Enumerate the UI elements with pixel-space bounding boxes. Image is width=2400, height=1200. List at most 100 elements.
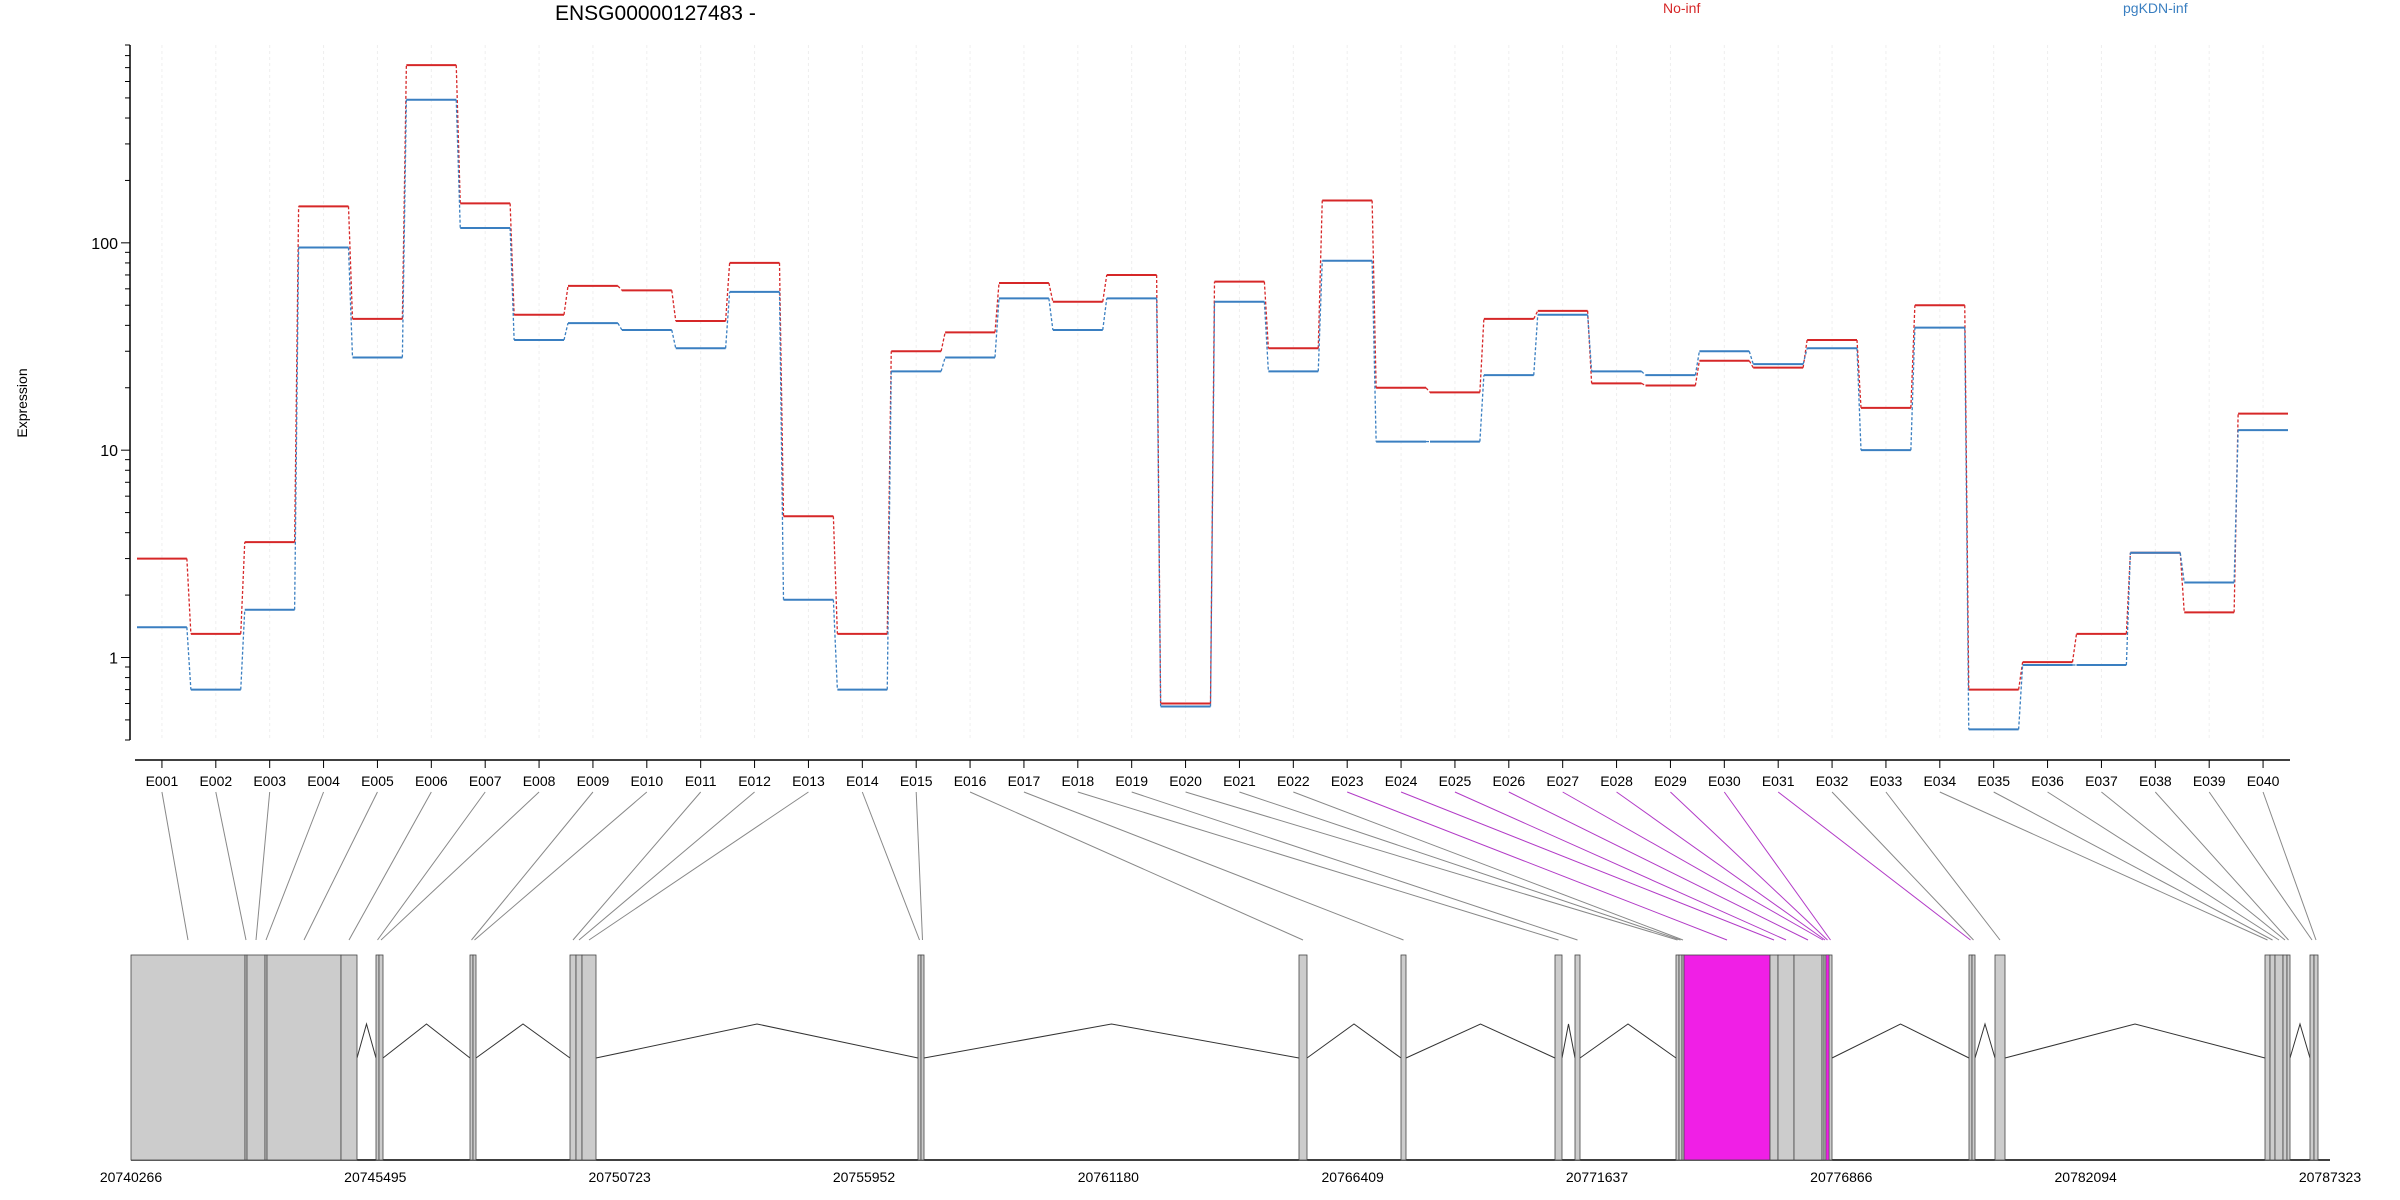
exon-e019 [1574, 954, 1581, 1161]
connector-e010 [474, 791, 648, 941]
series-connector [2071, 633, 2078, 663]
connector-e022 [1293, 791, 1684, 941]
series-connector [347, 206, 354, 319]
series-connector [940, 357, 946, 372]
gene-axis-label: 20750723 [589, 1169, 652, 1185]
series-connector [240, 609, 246, 690]
exon-e016 [1298, 954, 1308, 1161]
connector-e036 [2047, 791, 2280, 941]
connector-e004 [265, 791, 325, 941]
series-connector [1371, 200, 1377, 388]
x-tick-label: E001 [146, 773, 179, 789]
series-connector [240, 542, 246, 634]
series-connector [1263, 301, 1270, 372]
x-tick-label: E040 [2247, 773, 2280, 789]
connector-e030 [1723, 791, 1831, 941]
series-connector [1533, 310, 1539, 320]
connector-e024 [1400, 791, 1775, 941]
series-connector [455, 65, 461, 204]
connector-e037 [2101, 791, 2286, 941]
exon-e039 [2309, 954, 2315, 1161]
exon-e007 [375, 954, 380, 1161]
intron [595, 1023, 919, 1059]
connector-e023 [1347, 791, 1728, 941]
x-tick-label: E025 [1439, 773, 1472, 789]
exon-e034 [2264, 954, 2271, 1161]
exon-e003 [246, 954, 266, 1161]
x-tick-label: E029 [1654, 773, 1687, 789]
series-connector [1425, 387, 1431, 393]
exon-e033 [1994, 954, 2006, 1161]
connector-e018 [1077, 791, 1559, 941]
series-connector [1155, 274, 1162, 704]
x-tick-label: E028 [1600, 773, 1633, 789]
exon-e035 [2269, 954, 2276, 1161]
x-tick-label: E016 [954, 773, 987, 789]
series-connector [1371, 260, 1377, 442]
gene-axis-label: 20782094 [2055, 1169, 2118, 1185]
series-connector [1748, 351, 1754, 365]
exon-e038 [2286, 954, 2291, 1161]
gene-axis-label: 20771637 [1566, 1169, 1629, 1185]
connector-e016 [969, 791, 1304, 941]
exon-e006 [340, 954, 358, 1161]
exon-e009 [469, 954, 474, 1161]
series-connector [617, 285, 623, 291]
connector-e038 [2154, 791, 2289, 941]
series-connector [1802, 348, 1808, 365]
connector-e029 [1670, 791, 1828, 941]
series-connector [509, 203, 515, 315]
connector-e005 [303, 791, 378, 941]
series-connector [1048, 282, 1054, 302]
x-tick-label: E009 [577, 773, 610, 789]
connector-e012 [578, 791, 755, 941]
x-tick-label: E005 [361, 773, 394, 789]
series-connector [2017, 664, 2024, 730]
x-tick-label: E034 [1923, 773, 1956, 789]
x-tick-label: E031 [1762, 773, 1795, 789]
series-connector [1586, 314, 1593, 372]
intron [1579, 1023, 1677, 1059]
series-connector [347, 247, 354, 358]
connector-e008 [380, 791, 540, 941]
gene-axis-label: 20740266 [100, 1169, 163, 1185]
series-connector [563, 285, 569, 315]
gene-axis-label: 20755952 [833, 1169, 896, 1185]
series-connector [671, 329, 677, 349]
intron [923, 1023, 1300, 1059]
exon-highlight-edge [1825, 954, 1830, 1161]
series-connector [617, 322, 623, 331]
series-connector [1641, 382, 1646, 387]
intron [1561, 1023, 1576, 1059]
exon-e030 [1828, 954, 1833, 1161]
series-connector [1856, 339, 1862, 408]
connector-e015 [915, 791, 923, 941]
gene-axis-label: 20787323 [2299, 1169, 2362, 1185]
connector-e026 [1508, 791, 1809, 941]
series-connector [1048, 298, 1054, 331]
exon-e020 [1675, 954, 1680, 1161]
x-tick-label: E030 [1708, 773, 1741, 789]
series-connector [1748, 360, 1754, 368]
connector-e031 [1777, 791, 1971, 941]
exon-e012 [575, 954, 583, 1161]
series-connector [401, 99, 408, 358]
x-tick-label: E010 [630, 773, 663, 789]
x-tick-label: E012 [738, 773, 771, 789]
connector-e017 [1023, 791, 1404, 941]
connector-e007 [377, 791, 486, 941]
exon-e010 [472, 954, 477, 1161]
series-connector [778, 262, 785, 517]
connector-e039 [2208, 791, 2313, 941]
x-tick-label: E015 [900, 773, 933, 789]
x-tick-label: E013 [792, 773, 825, 789]
exon-e005 [266, 954, 342, 1161]
intron [1405, 1023, 1556, 1059]
series-lines [137, 64, 2288, 731]
exon-e026 [1793, 954, 1823, 1161]
series-connector [1263, 281, 1270, 349]
gene-axis-label: 20761180 [1078, 1169, 1139, 1185]
series-connector [1694, 351, 1701, 376]
series-connector [563, 322, 569, 341]
